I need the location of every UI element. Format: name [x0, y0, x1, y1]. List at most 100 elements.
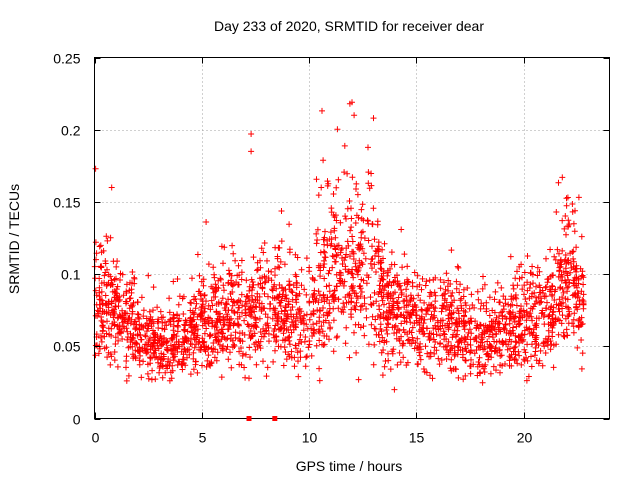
- data-point: [337, 219, 344, 226]
- data-point: [112, 297, 119, 304]
- data-point: [345, 269, 351, 276]
- data-point: [117, 270, 124, 277]
- data-point: [249, 284, 256, 291]
- data-point: [309, 274, 316, 281]
- data-point: [493, 331, 500, 338]
- data-point: [97, 305, 104, 312]
- data-point: [463, 302, 469, 309]
- data-point: [349, 99, 355, 106]
- data-point: [511, 357, 518, 363]
- axis-ticks: [94, 57, 610, 420]
- data-point: [333, 184, 340, 191]
- data-point: [540, 290, 546, 296]
- data-point: [499, 362, 506, 369]
- data-point: [502, 338, 509, 345]
- data-point: [559, 312, 566, 319]
- data-point: [213, 301, 220, 307]
- data-point: [320, 291, 327, 298]
- data-point: [228, 281, 235, 288]
- data-point: [385, 316, 391, 322]
- data-point: [377, 278, 384, 284]
- data-point: [266, 300, 273, 307]
- data-point: [445, 324, 452, 331]
- data-point: [401, 280, 408, 287]
- data-point: [96, 275, 103, 282]
- data-point: [272, 265, 278, 272]
- data-point: [443, 347, 450, 353]
- data-point: [419, 307, 426, 314]
- data-point: [462, 345, 469, 352]
- data-point: [511, 344, 518, 351]
- data-point: [229, 337, 236, 344]
- data-point: [213, 309, 220, 316]
- data-point: [152, 376, 159, 383]
- data-point: [246, 344, 253, 351]
- data-point: [329, 264, 336, 271]
- data-point: [352, 306, 359, 313]
- data-point: [437, 317, 444, 324]
- data-point: [541, 343, 548, 350]
- data-point: [358, 215, 365, 222]
- data-point: [260, 249, 267, 256]
- data-point: [353, 267, 360, 274]
- data-point: [465, 329, 472, 336]
- data-point: [115, 337, 122, 344]
- data-point: [486, 333, 492, 340]
- data-point: [287, 323, 294, 330]
- data-point: [377, 314, 383, 321]
- data-point: [361, 295, 368, 301]
- data-point: [386, 278, 393, 285]
- data-point: [320, 248, 327, 255]
- data-point: [561, 225, 568, 232]
- data-point: [396, 327, 403, 334]
- data-point: [273, 285, 280, 292]
- data-point: [205, 319, 212, 326]
- data-point: [286, 281, 293, 288]
- data-point: [321, 294, 328, 301]
- data-point: [443, 356, 450, 362]
- data-point: [149, 367, 156, 374]
- data-point: [541, 321, 548, 328]
- data-point: [522, 349, 529, 356]
- data-point: [111, 276, 118, 283]
- data-point: [264, 364, 271, 371]
- data-point: [547, 246, 554, 253]
- data-point: [257, 275, 263, 282]
- data-point: [169, 350, 176, 357]
- data-point: [332, 246, 339, 253]
- data-point: [329, 293, 336, 300]
- data-point: [300, 327, 307, 334]
- data-point: [247, 354, 253, 361]
- data-point: [368, 170, 375, 177]
- data-point: [115, 298, 122, 305]
- data-point: [359, 201, 366, 208]
- data-point: [320, 312, 327, 318]
- data-point: [394, 300, 401, 307]
- data-point: [196, 338, 203, 345]
- data-point: [575, 290, 582, 297]
- data-point: [235, 304, 242, 311]
- data-point: [297, 332, 304, 338]
- data-point: [403, 293, 410, 300]
- data-point: [384, 330, 391, 337]
- data-point: [417, 340, 424, 347]
- data-point: [229, 242, 236, 249]
- data-point: [498, 309, 504, 316]
- data-point: [524, 341, 531, 348]
- data-point: [252, 296, 259, 303]
- data-point: [529, 290, 536, 297]
- data-point: [544, 342, 551, 349]
- data-point: [544, 299, 550, 306]
- data-point: [413, 317, 420, 324]
- data-point: [276, 264, 283, 271]
- data-point: [379, 372, 386, 379]
- data-point: [274, 294, 281, 300]
- data-point: [486, 344, 493, 350]
- data-point: [520, 356, 527, 363]
- data-point: [287, 307, 294, 314]
- data-point: [376, 306, 383, 313]
- data-point: [578, 337, 585, 343]
- data-point: [430, 336, 437, 343]
- data-point: [468, 356, 474, 363]
- data-point: [435, 355, 442, 362]
